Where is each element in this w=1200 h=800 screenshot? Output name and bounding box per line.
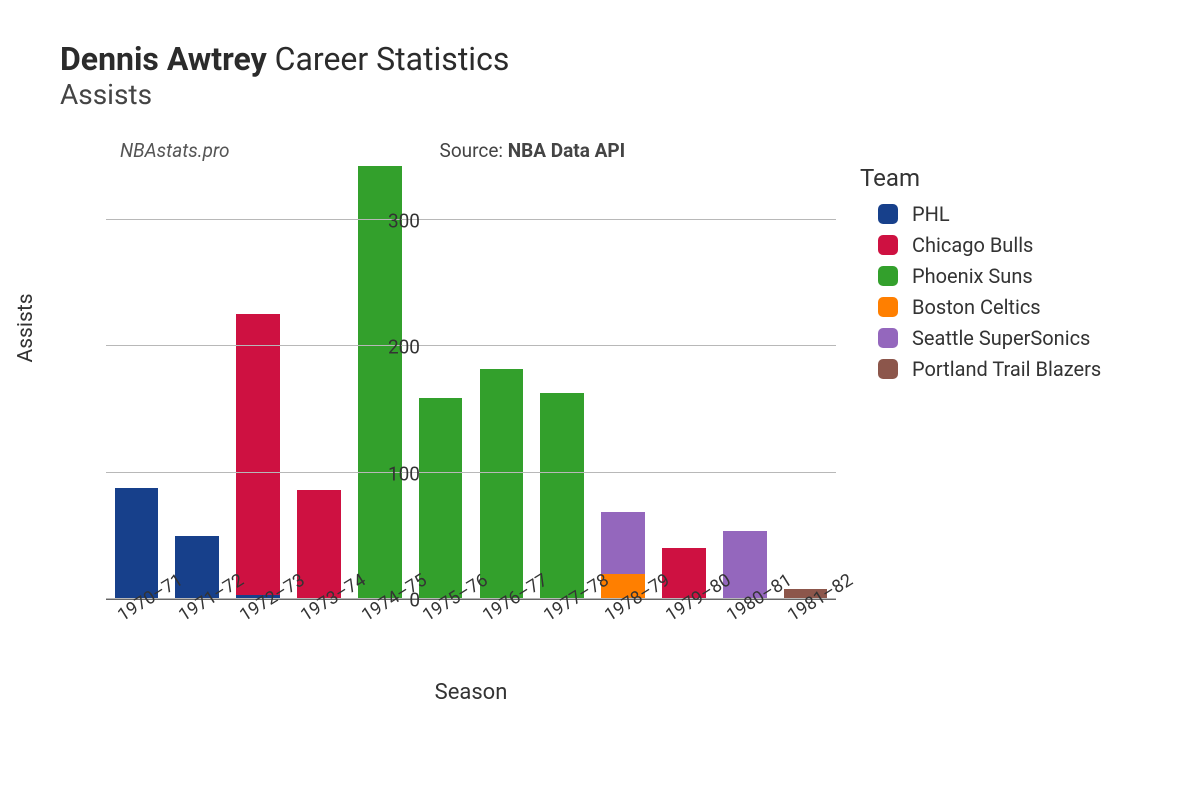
legend-item: Seattle SuperSonics bbox=[860, 326, 1101, 350]
title-bold: Dennis Awtrey bbox=[60, 40, 267, 78]
legend-label: Portland Trail Blazers bbox=[912, 357, 1101, 381]
y-tick-label: 300 bbox=[380, 209, 420, 232]
title-rest: Career Statistics bbox=[267, 40, 510, 78]
legend-item: Boston Celtics bbox=[860, 295, 1101, 319]
page-title: Dennis Awtrey Career Statistics bbox=[60, 40, 1160, 78]
bar-segment bbox=[540, 393, 584, 599]
meta-row: NBAstats.pro Source: NBA Data API bbox=[60, 139, 1160, 162]
legend-swatch bbox=[878, 359, 898, 379]
bar-segment bbox=[236, 314, 280, 595]
legend-item: PHL bbox=[860, 202, 1101, 226]
legend-swatch bbox=[878, 297, 898, 317]
bar-1972–73 bbox=[236, 169, 280, 599]
bar-1979–80 bbox=[662, 169, 706, 599]
title-block: Dennis Awtrey Career Statistics Assists bbox=[60, 40, 1160, 111]
legend-swatch bbox=[878, 328, 898, 348]
grid-line bbox=[106, 472, 836, 473]
grid-line bbox=[106, 219, 836, 220]
bar-1973–74 bbox=[297, 169, 341, 599]
y-tick-label: 200 bbox=[380, 336, 420, 359]
bar-1977–78 bbox=[540, 169, 584, 599]
legend-title: Team bbox=[860, 164, 1101, 192]
y-tick-label: 100 bbox=[380, 462, 420, 485]
bar-1974–75 bbox=[358, 169, 402, 599]
legend-item: Phoenix Suns bbox=[860, 264, 1101, 288]
bar-1971–72 bbox=[175, 169, 219, 599]
source-label: Source: bbox=[440, 139, 508, 162]
legend-label: Chicago Bulls bbox=[912, 233, 1033, 257]
legend-item: Chicago Bulls bbox=[860, 233, 1101, 257]
legend-swatch bbox=[878, 204, 898, 224]
bar-1980–81 bbox=[723, 169, 767, 599]
legend-label: Boston Celtics bbox=[912, 295, 1041, 319]
site-credit: NBAstats.pro bbox=[120, 139, 230, 162]
legend-swatch bbox=[878, 266, 898, 286]
bar-1975–76 bbox=[419, 169, 463, 599]
bar-1978–79 bbox=[601, 169, 645, 599]
legend: Team PHL Chicago Bulls Phoenix Suns Boston … bbox=[860, 164, 1101, 388]
legend-swatch bbox=[878, 235, 898, 255]
x-axis-title: Season bbox=[106, 680, 836, 705]
source-credit: Source: NBA Data API bbox=[440, 139, 626, 162]
legend-label: Phoenix Suns bbox=[912, 264, 1033, 288]
y-axis-title: Assists bbox=[14, 293, 38, 362]
source-name: NBA Data API bbox=[508, 139, 625, 162]
bar-segment bbox=[115, 488, 159, 599]
bar-1970–71 bbox=[115, 169, 159, 599]
subtitle: Assists bbox=[60, 78, 1160, 111]
bar-1976–77 bbox=[480, 169, 524, 599]
bar-1981–82 bbox=[784, 169, 828, 599]
bar-segment bbox=[601, 512, 645, 574]
legend-label: PHL bbox=[912, 202, 950, 226]
legend-label: Seattle SuperSonics bbox=[912, 326, 1090, 350]
legend-item: Portland Trail Blazers bbox=[860, 357, 1101, 381]
assists-chart: Assists 0100200300 1970–711971–721972–73… bbox=[60, 170, 1160, 750]
bar-segment bbox=[480, 369, 524, 599]
bar-segment bbox=[419, 398, 463, 599]
plot-area bbox=[106, 170, 836, 600]
grid-line bbox=[106, 345, 836, 346]
bars-layer bbox=[106, 170, 836, 599]
